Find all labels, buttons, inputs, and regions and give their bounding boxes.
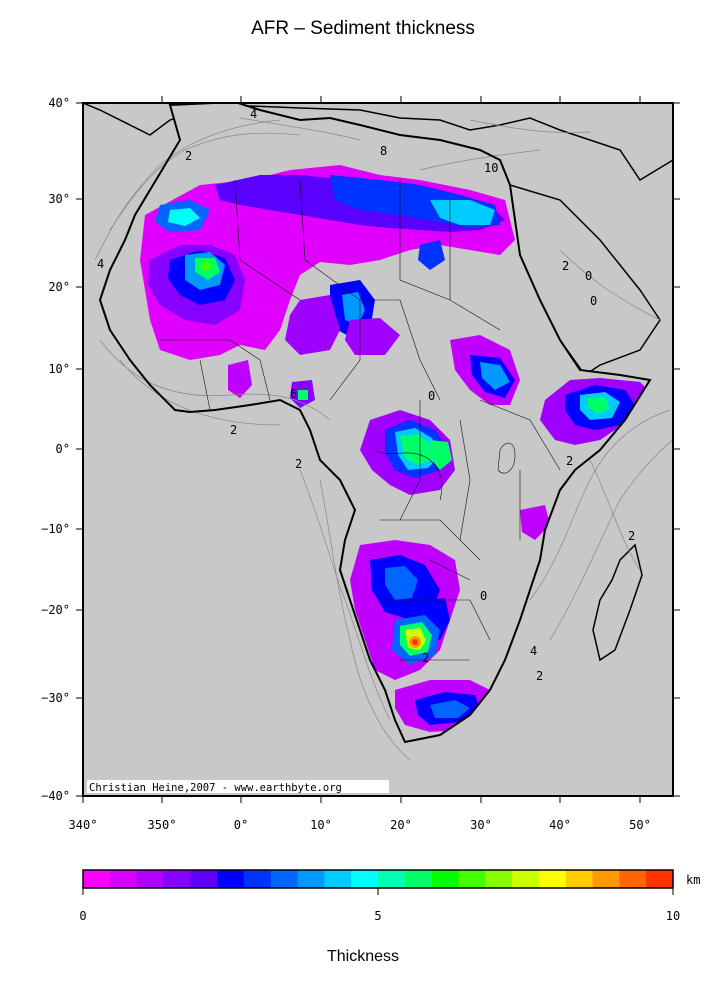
lon-tick-label: 40° [549,818,571,832]
colorbar-swatch [136,870,164,888]
colorbar-swatch [404,870,433,888]
contour-label: 8 [380,144,387,158]
lon-tick-label: 10° [310,818,332,832]
lon-tick-label: 50° [629,818,651,832]
contour-label: 0 [590,294,597,308]
colorbar-swatch [538,870,567,888]
colorbar-swatch [217,870,245,888]
colorbar-min-label: 0 [79,909,86,923]
colorbar-swatch [512,870,540,888]
colorbar-swatch [83,870,111,888]
madagascar-landmass [592,543,643,662]
lat-tick-label: 40° [48,96,70,110]
lat-tick-label: 20° [48,280,70,294]
colorbar-axis-title: Thickness [326,948,400,965]
colorbar-swatch [592,870,620,888]
lat-tick-label: −10° [41,522,70,536]
colorbar [83,870,674,888]
country-borders [160,179,561,661]
credit-box [87,780,389,793]
contour-label: 0 [585,269,592,283]
colorbar-swatch [297,870,325,888]
contour-label: 0 [428,389,435,403]
colorbar-swatch [270,870,299,888]
colorbar-swatch [458,870,486,888]
contour-lines [94,117,673,761]
lat-tick-label: 0° [56,442,70,456]
contour-label: 6 [290,387,297,401]
longitude-labels: 340° 350° 0° 10° 20° 30° 40° 50° [69,818,651,832]
contour-label: 4 [250,107,257,121]
lat-tick-label: 30° [48,192,70,206]
contour-label: 4 [530,644,537,658]
lon-tick-label: 340° [69,818,98,832]
contour-label: 4 [97,257,104,271]
colorbar-swatch [163,870,191,888]
lat-tick-label: −30° [41,691,70,705]
colorbar-mid-label: 5 [374,909,381,923]
lat-tick-label: −40° [41,789,70,803]
colorbar-swatch [565,870,594,888]
contour-label: 2 [536,669,543,683]
lat-tick-label: −20° [41,603,70,617]
lon-tick-label: 350° [148,818,177,832]
colorbar-swatch [646,870,674,888]
contour-label: 2 [185,149,192,163]
colorbar-swatch [619,870,647,888]
sediment-thickness-layer [140,165,650,732]
colorbar-swatch [190,870,218,888]
colorbar-swatch [324,870,352,888]
lon-tick-label: 20° [390,818,412,832]
latitude-axis [76,102,680,797]
contour-label: 2 [628,529,635,543]
contour-label-group: 4 2 8 10 4 2 2 6 0 2 0 0 2 2 0 4 2 2 [97,107,635,683]
europe-landmass [83,103,673,182]
colorbar-unit: km [686,873,700,887]
colorbar-swatch [243,870,272,888]
colorbar-swatch [351,870,379,888]
colorbar-max-label: 10 [666,909,680,923]
longitude-axis [82,96,641,803]
africa-coastline [98,103,652,744]
colorbar-swatch [431,870,459,888]
contour-label: 0 [480,589,487,603]
colorbar-swatch [378,870,406,888]
credit-text: Christian Heine,2007 - www.earthbyte.org [89,782,342,794]
lon-tick-label: 30° [470,818,492,832]
contour-label: 2 [562,259,569,273]
latitude-labels: 40° 30° 20° 10° 0° −10° −20° −30° −40° [41,96,70,803]
map-title: AFR – Sediment thickness [251,18,475,39]
contour-label: 2 [422,651,429,665]
lon-tick-label: 0° [234,818,248,832]
contour-label: 10 [484,161,498,175]
contour-label: 2 [566,454,573,468]
lat-tick-label: 10° [48,362,70,376]
colorbar-swatch [485,870,513,888]
contour-label: 2 [230,423,237,437]
contour-label: 2 [295,457,302,471]
colorbar-swatch [109,870,138,888]
